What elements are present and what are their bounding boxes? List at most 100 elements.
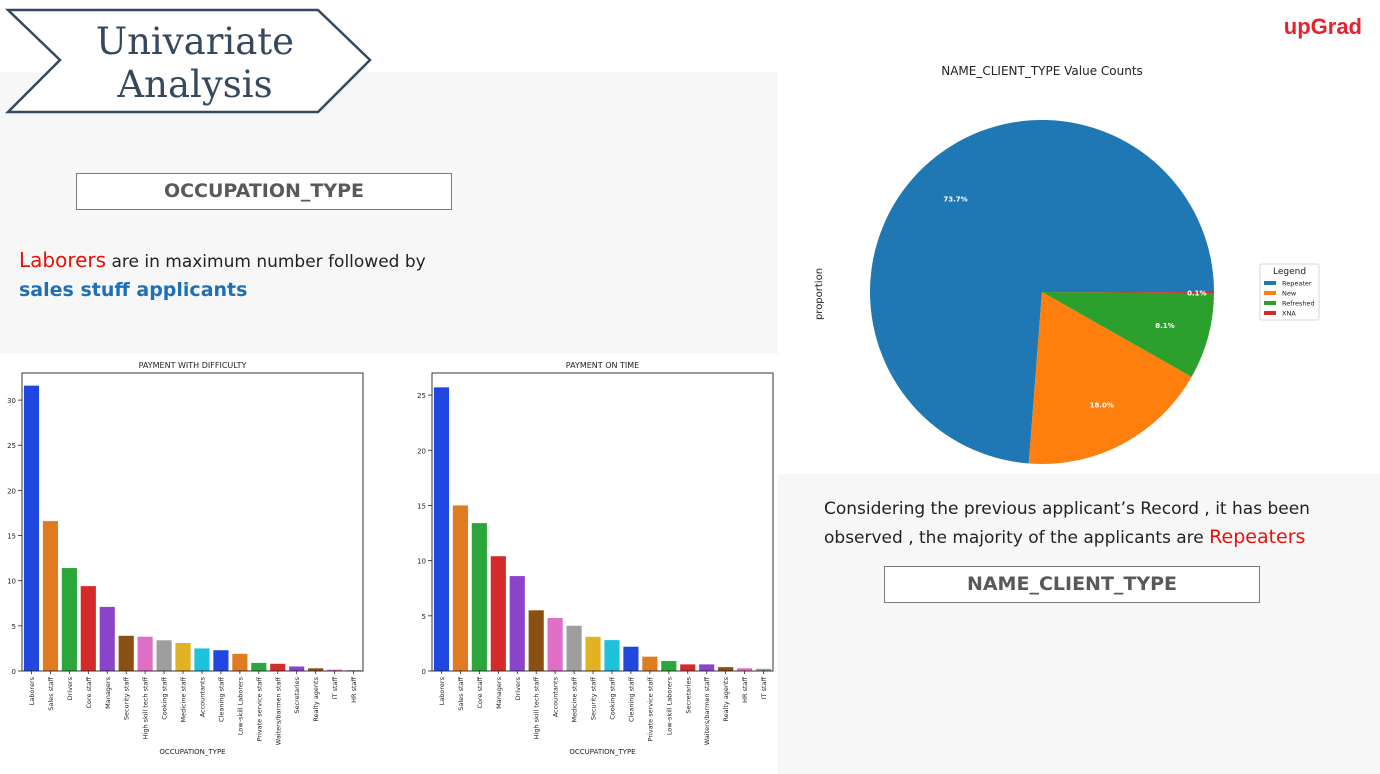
legend-entry: New	[1282, 290, 1297, 298]
x-tick-label: Secretaries	[293, 676, 301, 713]
name-client-type-label: NAME_CLIENT_TYPE	[884, 566, 1260, 603]
bar-low-skill-laborers	[232, 653, 248, 671]
y-tick-label: 15	[7, 533, 16, 541]
legend-entry: XNA	[1282, 310, 1296, 318]
y-tick-label: 5	[12, 623, 16, 631]
x-tick-label: Sales staff	[47, 676, 55, 710]
bar-cleaning-staff	[623, 646, 639, 671]
y-tick-label: 30	[7, 397, 16, 405]
legend-box	[1259, 263, 1320, 321]
pie-slice-xna	[1042, 292, 1214, 294]
chart-name-client-type: NAME_CLIENT_TYPE Value Counts proportion 7…	[814, 64, 1320, 464]
x-tick-label: High skill tech staff	[142, 676, 150, 739]
slide-title-banner: Univariate Analysis	[0, 8, 375, 114]
bar-drivers	[61, 568, 77, 671]
chart-title: PAYMENT ON TIME	[566, 361, 639, 370]
pie-slice-new	[1028, 292, 1192, 464]
y-tick-label: 20	[7, 487, 16, 495]
legend-title: Legend	[1273, 267, 1306, 277]
plot-frame	[431, 372, 774, 672]
x-tick-label: IT staff	[331, 676, 339, 699]
x-tick-label: Cooking staff	[161, 676, 169, 719]
brand-logo: upGrad	[1283, 14, 1362, 39]
pie-slice-refreshed	[1042, 292, 1214, 377]
x-tick-label: Managers	[495, 676, 503, 708]
occupation-insight: Laborers are in maximum number followed …	[19, 246, 479, 305]
bar-secretaries	[289, 666, 305, 671]
bar-medicine-staff	[175, 643, 191, 671]
legend-swatch	[1264, 281, 1276, 285]
bar-cleaning-staff	[213, 650, 229, 671]
title-chevron-shape	[4, 8, 372, 114]
x-tick-label: Realty agents	[722, 676, 730, 721]
bar-secretaries	[680, 664, 696, 671]
occupation-type-label: OCCUPATION_TYPE	[76, 173, 452, 210]
left-content-panel	[0, 72, 778, 354]
x-tick-label: Managers	[104, 676, 112, 708]
pie-title: NAME_CLIENT_TYPE Value Counts	[941, 64, 1143, 78]
bar-high-skill-tech-staff	[528, 610, 544, 671]
bar-security-staff	[118, 635, 134, 671]
chart-payment-on-time: PAYMENT ON TIME 0 5 10 15 20 25 Laborers Sales s…	[417, 361, 774, 756]
chart-payment-with-difficulty: PAYMENT WITH DIFFICULTY 0 5 10 15 20 25 30 Labor…	[7, 361, 364, 756]
y-tick-label: 25	[7, 442, 16, 450]
bar-drivers	[509, 576, 525, 671]
slide-title-line2: Analysis	[117, 63, 273, 106]
bottom-right-panel	[778, 474, 1380, 774]
x-tick-label: Accountants	[198, 676, 206, 717]
x-tick-label: Cleaning staff	[627, 676, 635, 721]
bar-accountants	[194, 648, 210, 671]
legend-swatch	[1264, 301, 1276, 305]
chart-title: PAYMENT WITH DIFFICULTY	[139, 361, 247, 370]
x-tick-label: Drivers	[66, 676, 74, 700]
y-tick-label: 0	[422, 668, 426, 676]
insight-highlight-laborers: Laborers	[19, 248, 107, 272]
bar-realty-agents	[308, 668, 324, 671]
bar-sales-staff	[452, 505, 468, 671]
bar-hr-staff	[345, 670, 362, 671]
y-tick-label: 10	[417, 558, 426, 566]
x-tick-label: Core staff	[476, 676, 484, 708]
bar-low-skill-laborers	[661, 661, 677, 671]
bar-security-staff	[585, 636, 601, 671]
plot-frame	[21, 372, 364, 672]
x-tick-label: Cleaning staff	[217, 676, 225, 721]
bar-laborers	[433, 387, 450, 671]
bar-core-staff	[80, 586, 96, 671]
client-type-insight: Considering the previous applicant’s Rec…	[824, 495, 1344, 552]
x-tick-label: Security staff	[123, 676, 131, 720]
x-tick-label: Drivers	[514, 676, 522, 700]
y-tick-label: 20	[417, 447, 426, 455]
x-tick-label: Waiters/barmen staff	[274, 676, 282, 745]
pie-value-label: 0.1%	[1187, 289, 1206, 297]
x-tick-label: Low-skill Laborers	[665, 676, 673, 735]
legend-swatch	[1264, 311, 1276, 315]
x-tick-label: Waiters/barmen staff	[703, 676, 711, 745]
client-insight-line1: Considering the previous applicant’s Rec…	[824, 499, 1310, 519]
pie-slice-repeater	[870, 119, 1214, 464]
x-tick-label: IT staff	[760, 676, 768, 699]
y-tick-label: 25	[417, 392, 426, 400]
x-tick-label: Cooking staff	[608, 676, 616, 719]
bar-hr-staff	[737, 668, 753, 671]
x-tick-label: Security staff	[590, 676, 598, 720]
x-tick-label: Accountants	[552, 676, 560, 717]
slide-title: Univariate Analysis	[60, 20, 330, 106]
x-tick-label: Low-skill Laborers	[236, 676, 244, 735]
bar-sales-staff	[42, 521, 58, 671]
x-tick-label: High skill tech staff	[533, 676, 541, 739]
bar-high-skill-tech-staff	[137, 636, 153, 671]
x-tick-label: Laborers	[28, 676, 36, 705]
x-tick-label: Laborers	[438, 676, 446, 705]
insight-middle-text: are in maximum number followed by	[106, 252, 426, 272]
x-tick-label: HR staff	[741, 676, 749, 702]
bar-waiters-barmen-staff	[699, 664, 715, 671]
bar-accountants	[547, 618, 563, 671]
bar-cooking-staff	[604, 640, 620, 671]
client-insight-line2: observed , the majority of the applicant…	[824, 528, 1210, 548]
x-axis-label: OCCUPATION_TYPE	[569, 748, 635, 756]
insight-sales-staff: sales stuff applicants	[19, 279, 248, 301]
x-tick-label: Medicine staff	[571, 676, 579, 722]
bar-realty-agents	[718, 667, 734, 671]
bar-it-staff	[755, 668, 772, 671]
